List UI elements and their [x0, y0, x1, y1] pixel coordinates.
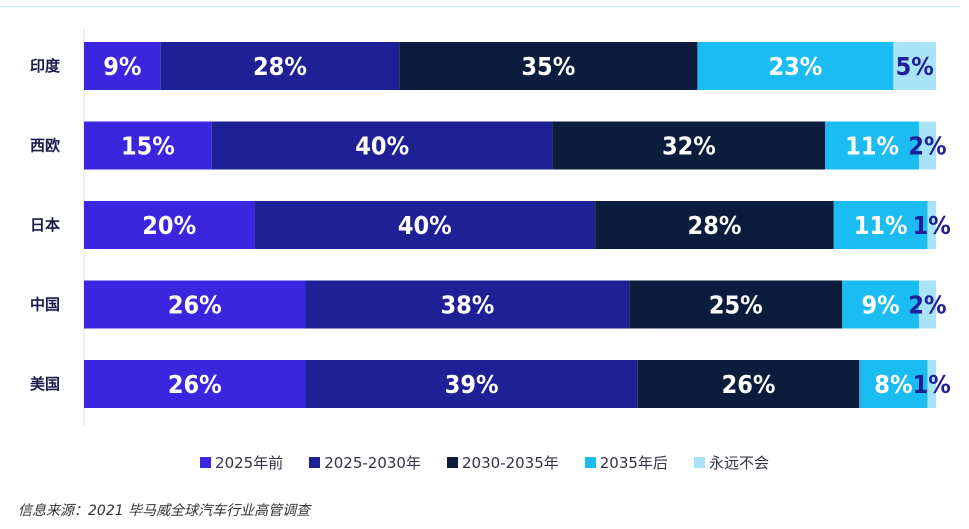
value-label: 15%	[121, 132, 175, 161]
bar-segment	[927, 201, 936, 249]
legend-item: 2030-2035年	[446, 452, 559, 473]
legend-item: 2025-2030年	[309, 452, 421, 473]
value-label: 2%	[908, 291, 946, 320]
value-label: 11%	[845, 132, 899, 161]
legend-label: 2030-2035年	[461, 454, 559, 472]
value-label: 2%	[908, 132, 946, 161]
legend-label: 永远不会	[708, 454, 769, 472]
value-label: 9%	[862, 291, 900, 320]
value-label: 39%	[445, 370, 499, 399]
category-label: 日本	[30, 216, 60, 234]
value-label: 1%	[913, 211, 951, 240]
bar-segment	[629, 280, 843, 329]
bar-segment	[918, 121, 936, 170]
bar-segment	[305, 280, 630, 329]
legend-swatch	[309, 457, 321, 468]
value-label: 26%	[168, 291, 222, 320]
category-label: 西欧	[30, 137, 60, 155]
bar-segment	[893, 42, 936, 90]
bar-segment	[842, 280, 919, 329]
legend-swatch	[693, 457, 705, 468]
value-label: 1%	[913, 370, 951, 399]
bar-segment	[84, 42, 161, 90]
legend-swatch	[446, 457, 458, 468]
bar-segment	[833, 201, 928, 249]
value-label: 11%	[854, 211, 908, 240]
bar-segment	[595, 201, 834, 249]
legend-label: 2035年后	[599, 454, 668, 472]
legend-label: 2025年前	[215, 454, 284, 472]
bar-segment	[160, 42, 400, 90]
value-label: 26%	[722, 370, 776, 399]
value-label: 35%	[521, 52, 575, 81]
value-label: 20%	[142, 211, 196, 240]
bar-segment	[697, 42, 894, 90]
value-label: 40%	[355, 132, 409, 161]
category-label: 印度	[30, 57, 61, 75]
value-label: 28%	[688, 211, 742, 240]
bar-segment	[84, 201, 255, 249]
value-label: 23%	[768, 52, 822, 81]
top-divider	[0, 6, 960, 7]
bar-segment	[399, 42, 698, 90]
legend-item: 2025年前	[200, 452, 283, 473]
bar-segment	[637, 360, 860, 408]
value-label: 26%	[168, 370, 222, 399]
bar-segment	[84, 121, 212, 170]
bar-segment	[305, 360, 638, 408]
category-label: 美国	[30, 375, 60, 393]
legend-swatch	[584, 457, 596, 468]
legend-item: 永远不会	[693, 452, 769, 473]
legend-item: 2035年后	[584, 452, 668, 473]
legend-swatch	[200, 457, 212, 468]
value-label: 28%	[253, 52, 307, 81]
bar-chart-svg: 印度 9% 28% 35% 23% 5% 西欧 15% 40% 32% 11% 2% 日本 20% 40% 2…	[30, 28, 951, 425]
value-label: 38%	[440, 291, 494, 320]
bar-segment	[211, 121, 553, 170]
value-label: 8%	[874, 370, 912, 399]
value-label: 9%	[103, 52, 141, 81]
source-note: 信息来源：2021 毕马威全球汽车行业高管调查	[18, 503, 311, 519]
value-label: 32%	[662, 132, 716, 161]
value-label: 40%	[398, 211, 452, 240]
bar-segment	[84, 280, 306, 329]
value-label: 25%	[709, 291, 763, 320]
value-label: 5%	[896, 52, 934, 81]
bar-segment	[859, 360, 928, 408]
legend: 2025年前 2025-2030年 2030-2035年 2035年后 永远不会	[0, 452, 969, 473]
bar-segment	[254, 201, 596, 249]
bar-segment	[552, 121, 826, 170]
bar-segment	[84, 360, 306, 408]
legend-label: 2025-2030年	[324, 454, 421, 472]
bar-segment	[825, 121, 919, 170]
category-label: 中国	[30, 296, 60, 314]
bar-segment	[927, 360, 936, 408]
bar-segment	[918, 280, 936, 329]
